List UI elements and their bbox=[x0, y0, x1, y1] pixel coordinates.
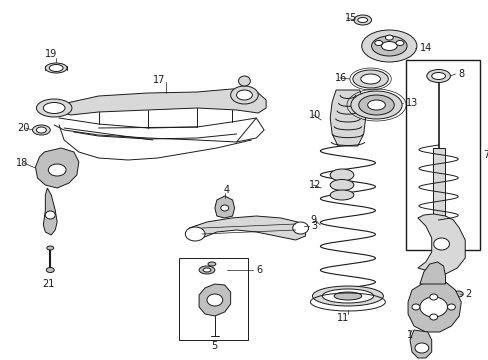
Ellipse shape bbox=[426, 69, 449, 82]
Text: 19: 19 bbox=[45, 49, 57, 59]
Ellipse shape bbox=[374, 41, 382, 45]
Ellipse shape bbox=[433, 238, 448, 250]
Ellipse shape bbox=[385, 35, 392, 40]
Ellipse shape bbox=[350, 91, 401, 119]
Text: 6: 6 bbox=[256, 265, 262, 275]
Ellipse shape bbox=[206, 294, 223, 306]
Polygon shape bbox=[43, 188, 57, 235]
Ellipse shape bbox=[199, 266, 214, 274]
Ellipse shape bbox=[185, 227, 204, 241]
Polygon shape bbox=[54, 89, 265, 115]
Text: 18: 18 bbox=[16, 158, 28, 168]
Text: 21: 21 bbox=[42, 279, 54, 289]
Text: 10: 10 bbox=[308, 110, 320, 120]
Polygon shape bbox=[407, 280, 460, 332]
Ellipse shape bbox=[37, 127, 46, 133]
Ellipse shape bbox=[371, 36, 406, 56]
Ellipse shape bbox=[322, 289, 373, 303]
Polygon shape bbox=[214, 196, 234, 218]
Ellipse shape bbox=[312, 286, 383, 306]
Text: 20: 20 bbox=[18, 123, 30, 133]
Text: 8: 8 bbox=[457, 69, 464, 79]
Text: 3: 3 bbox=[311, 221, 317, 231]
Polygon shape bbox=[419, 262, 445, 284]
Polygon shape bbox=[36, 148, 79, 188]
Ellipse shape bbox=[333, 292, 361, 300]
Ellipse shape bbox=[353, 15, 371, 25]
Polygon shape bbox=[199, 284, 230, 316]
Ellipse shape bbox=[419, 297, 447, 317]
Text: 9: 9 bbox=[310, 215, 316, 225]
Ellipse shape bbox=[46, 267, 54, 273]
Ellipse shape bbox=[207, 262, 215, 266]
Ellipse shape bbox=[292, 222, 308, 234]
Bar bbox=[405, 60, 479, 250]
Ellipse shape bbox=[411, 304, 419, 310]
Ellipse shape bbox=[329, 180, 353, 190]
Ellipse shape bbox=[230, 86, 258, 104]
Text: 4: 4 bbox=[223, 185, 229, 195]
Ellipse shape bbox=[203, 268, 210, 272]
Ellipse shape bbox=[49, 64, 63, 72]
Text: 5: 5 bbox=[210, 341, 217, 351]
Text: 12: 12 bbox=[308, 180, 320, 190]
Ellipse shape bbox=[43, 103, 65, 113]
Ellipse shape bbox=[45, 63, 67, 73]
Ellipse shape bbox=[452, 291, 462, 297]
Text: 13: 13 bbox=[405, 98, 417, 108]
Polygon shape bbox=[409, 330, 431, 358]
Ellipse shape bbox=[236, 90, 252, 100]
Ellipse shape bbox=[431, 72, 445, 80]
Ellipse shape bbox=[358, 95, 393, 115]
Text: 2: 2 bbox=[464, 289, 470, 299]
Ellipse shape bbox=[426, 292, 434, 297]
Ellipse shape bbox=[47, 246, 54, 250]
Ellipse shape bbox=[238, 76, 250, 86]
Polygon shape bbox=[187, 216, 305, 240]
Ellipse shape bbox=[360, 74, 380, 84]
Ellipse shape bbox=[352, 70, 387, 88]
Ellipse shape bbox=[37, 99, 72, 117]
Ellipse shape bbox=[361, 30, 416, 62]
Ellipse shape bbox=[367, 100, 385, 110]
Ellipse shape bbox=[429, 294, 437, 300]
Text: 7: 7 bbox=[482, 150, 488, 160]
Text: 17: 17 bbox=[152, 75, 165, 85]
Text: 15: 15 bbox=[344, 13, 357, 23]
Ellipse shape bbox=[357, 18, 367, 23]
Text: 11: 11 bbox=[336, 313, 348, 323]
Text: 1: 1 bbox=[406, 330, 412, 340]
Polygon shape bbox=[417, 214, 464, 274]
Ellipse shape bbox=[395, 41, 403, 45]
Text: 16: 16 bbox=[334, 73, 346, 83]
Ellipse shape bbox=[45, 211, 55, 219]
Ellipse shape bbox=[447, 304, 454, 310]
Ellipse shape bbox=[48, 164, 66, 176]
Bar bbox=[432, 148, 444, 218]
Ellipse shape bbox=[220, 205, 228, 211]
Bar bbox=[179, 258, 248, 340]
Ellipse shape bbox=[414, 343, 428, 353]
Ellipse shape bbox=[33, 125, 50, 135]
Polygon shape bbox=[329, 90, 365, 146]
Ellipse shape bbox=[329, 169, 353, 181]
Ellipse shape bbox=[429, 314, 437, 320]
Ellipse shape bbox=[381, 41, 396, 50]
Ellipse shape bbox=[329, 190, 353, 200]
Text: 14: 14 bbox=[419, 43, 431, 53]
